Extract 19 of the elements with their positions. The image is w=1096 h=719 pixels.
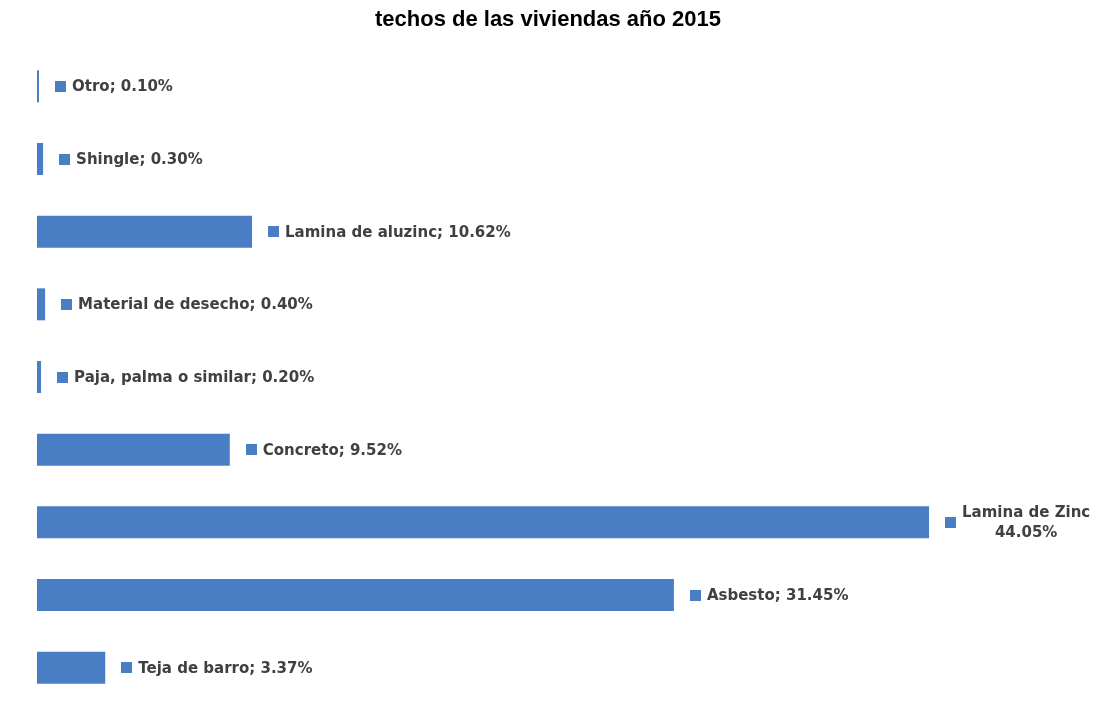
chart-title: techos de las viviendas año 2015	[374, 6, 722, 32]
data-label: Asbesto; 31.45%	[706, 585, 849, 605]
bar	[37, 506, 930, 539]
data-label: Shingle; 0.30%	[76, 149, 203, 169]
data-label: Paja, palma o similar; 0.20%	[74, 367, 315, 387]
data-label: Material de desecho; 0.40%	[78, 294, 313, 315]
bar	[37, 143, 44, 175]
bar	[37, 579, 674, 611]
bar	[37, 70, 40, 103]
bar	[37, 361, 42, 393]
bar	[37, 215, 253, 248]
data-label: Teja de barro; 3.37%	[138, 657, 313, 678]
data-label: Concreto; 9.52%	[262, 439, 402, 460]
data-label: Lamina de Zinc 44.05%	[962, 502, 1091, 543]
data-label: Otro; 0.10%	[72, 76, 173, 97]
bar	[37, 433, 230, 466]
data-label: Lamina de aluzinc; 10.62%	[285, 221, 511, 242]
bar	[37, 288, 46, 321]
bar	[37, 651, 106, 684]
